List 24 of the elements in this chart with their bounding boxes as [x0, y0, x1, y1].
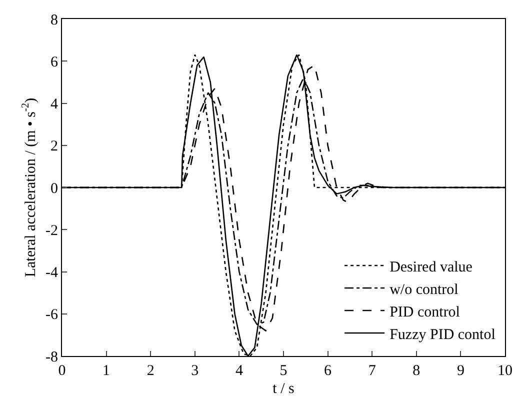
x-tick-label: 3: [191, 363, 199, 379]
legend-label: w/o control: [390, 282, 458, 298]
x-tick-label: 7: [368, 363, 376, 379]
x-tick-label: 2: [146, 363, 154, 379]
y-tick-label: -4: [46, 265, 58, 281]
x-tick-label: 1: [102, 363, 110, 379]
y-tick-label: -8: [46, 349, 58, 366]
x-tick-label: 9: [456, 363, 464, 379]
y-tick-label: 2: [50, 138, 58, 155]
y-tick-label: 8: [50, 12, 58, 28]
legend-label: PID control: [390, 304, 460, 320]
legend-label: Desired value: [390, 259, 473, 276]
x-tick-label: 8: [412, 363, 420, 379]
x-tick-label: 4: [235, 363, 244, 379]
x-tick-label: 6: [324, 363, 332, 379]
x-tick-label: 10: [498, 363, 512, 379]
y-tick-label: 6: [50, 54, 58, 70]
legend-label: Fuzzy PID contol: [390, 326, 496, 343]
y-tick-label: 4: [50, 96, 58, 112]
y-tick-label: -6: [46, 307, 58, 324]
y-tick-label: 0: [50, 180, 58, 197]
y-tick-label: -2: [46, 222, 58, 239]
x-tick-label: 5: [280, 363, 288, 379]
x-axis-title: t / s: [272, 381, 294, 397]
